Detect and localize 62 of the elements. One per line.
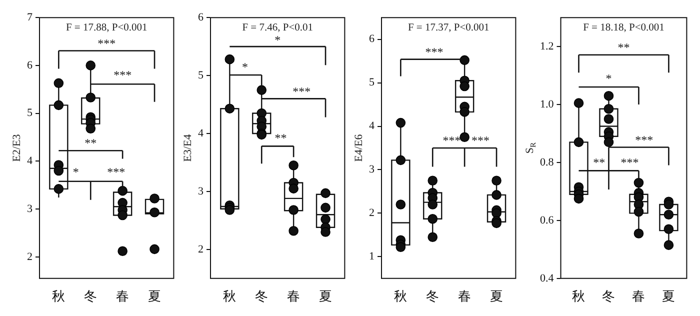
- y-tick-label: 5: [369, 76, 375, 89]
- annotation: F = 7.46, P<0.01: [242, 22, 313, 34]
- annotation: *: [274, 33, 281, 48]
- x-tick-label: 秋: [394, 288, 408, 304]
- annotation: F = 17.88, P<0.001: [66, 22, 148, 34]
- y-tick-label: 6: [198, 11, 204, 24]
- y-tick-label: 2: [198, 243, 204, 256]
- x-tick-label: 春: [632, 288, 646, 304]
- x-tick-label: 冬: [255, 288, 268, 304]
- y-tick-label: 1.0: [540, 98, 554, 110]
- annotation: ***: [620, 156, 639, 170]
- y-tick-label: 6: [369, 33, 375, 46]
- annotation: *: [242, 60, 248, 74]
- annotation: ***: [98, 36, 116, 51]
- annotation: ***: [472, 134, 490, 148]
- annotation: ***: [635, 132, 654, 147]
- y-axis-title: E2/E3: [10, 134, 23, 162]
- x-tick-label: 冬: [84, 288, 98, 304]
- y-tick-label: 4: [27, 155, 33, 168]
- y-tick-label: 2: [27, 250, 32, 263]
- y-tick-label: 7: [27, 11, 33, 24]
- y-tick-label: 0.4: [540, 272, 554, 284]
- annotation: F = 18.18, P<0.001: [583, 22, 664, 34]
- annotation: **: [274, 130, 287, 145]
- y-tick-label: 0.8: [540, 156, 554, 168]
- y-tick-label: 3: [198, 185, 204, 198]
- y-axis-title: E3/E4: [182, 134, 194, 162]
- x-tick-label: 秋: [223, 288, 236, 304]
- annotation: **: [618, 40, 630, 54]
- annotation: **: [593, 156, 606, 170]
- annotation: *: [606, 72, 612, 86]
- y-axis-title: E4/E6: [352, 134, 365, 162]
- x-tick-label: 夏: [662, 288, 676, 304]
- annotation: ***: [107, 164, 126, 179]
- x-tick-label: 秋: [572, 288, 586, 304]
- y-tick-label: 1.2: [540, 40, 554, 52]
- x-tick-label: 冬: [602, 288, 616, 304]
- y-tick-label: 5: [198, 69, 204, 82]
- x-tick-label: 夏: [490, 288, 504, 304]
- y-tick-label: 6: [27, 59, 33, 72]
- y-tick-label: 3: [369, 164, 375, 176]
- annotation: ***: [114, 68, 132, 82]
- y-tick-label: 0.6: [540, 214, 554, 226]
- annotation: ***: [292, 84, 311, 99]
- x-tick-label: 夏: [148, 288, 162, 304]
- x-tick-label: 冬: [426, 288, 440, 304]
- y-tick-label: 4: [198, 127, 204, 140]
- y-tick-label: 4: [369, 120, 375, 132]
- x-tick-label: 秋: [52, 288, 66, 304]
- y-tick-label: 2: [369, 207, 374, 220]
- y-tick-label: 3: [27, 202, 33, 215]
- x-tick-label: 春: [287, 288, 300, 304]
- y-tick-label: 1: [369, 250, 374, 263]
- annotation: ***: [425, 44, 444, 59]
- x-tick-label: 春: [458, 288, 472, 304]
- y-tick-label: 5: [27, 107, 33, 120]
- annotation: **: [84, 136, 97, 150]
- annotation: ***: [442, 134, 461, 148]
- annotation: *: [72, 164, 79, 179]
- annotation: F = 17.37, P<0.001: [408, 22, 490, 34]
- x-tick-label: 春: [116, 288, 130, 304]
- x-tick-label: 夏: [319, 288, 332, 304]
